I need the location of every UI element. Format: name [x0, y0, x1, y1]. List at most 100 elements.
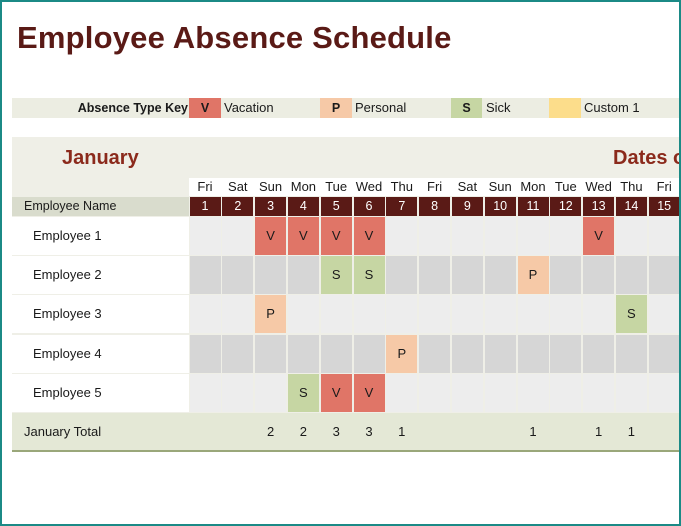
key-swatch-vacation[interactable]: V	[189, 98, 221, 118]
absence-cell[interactable]	[255, 256, 287, 295]
absence-cell[interactable]	[320, 334, 352, 373]
absence-cell[interactable]	[484, 334, 516, 373]
absence-cell[interactable]	[484, 295, 516, 334]
absence-cell[interactable]: V	[320, 217, 352, 255]
absence-cell[interactable]	[189, 295, 221, 334]
employee-name-cell[interactable]: Employee 1	[12, 217, 189, 255]
absence-cell[interactable]	[287, 334, 319, 373]
day-total-cell	[485, 413, 516, 450]
absence-cell[interactable]	[550, 295, 582, 334]
absence-cell[interactable]: S	[615, 295, 647, 334]
absence-cell[interactable]	[648, 217, 679, 255]
absence-cell[interactable]	[550, 373, 582, 412]
absence-cell[interactable]	[451, 256, 483, 295]
absence-cell[interactable]	[484, 217, 516, 255]
key-name-personal: Personal	[355, 100, 407, 115]
absence-cell[interactable]: P	[255, 295, 287, 334]
absence-cell[interactable]	[583, 373, 615, 412]
absence-cell[interactable]	[320, 295, 352, 334]
day-of-week-label: Sat	[228, 179, 248, 194]
absence-cell[interactable]	[386, 295, 418, 334]
absence-cell[interactable]	[451, 217, 483, 255]
absence-cell[interactable]	[648, 295, 679, 334]
absence-cell[interactable]	[222, 256, 254, 295]
absence-cell[interactable]	[451, 334, 483, 373]
date-number-header: 6	[353, 197, 385, 216]
absence-cell[interactable]	[287, 256, 319, 295]
absence-cell[interactable]	[419, 334, 451, 373]
absence-cell[interactable]	[189, 256, 221, 295]
day-of-week-label: Wed	[585, 179, 612, 194]
absence-cell[interactable]: V	[320, 373, 352, 412]
day-total-cell	[222, 413, 253, 450]
absence-cell[interactable]	[451, 373, 483, 412]
absence-cell[interactable]	[615, 256, 647, 295]
absence-cell[interactable]	[255, 373, 287, 412]
absence-cell[interactable]	[386, 256, 418, 295]
absence-cell[interactable]	[419, 217, 451, 255]
absence-cell[interactable]	[386, 217, 418, 255]
absence-cell[interactable]	[222, 217, 254, 255]
absence-cell[interactable]	[222, 295, 254, 334]
absence-cell[interactable]	[451, 295, 483, 334]
absence-cell[interactable]	[615, 217, 647, 255]
date-number-header: 11	[517, 197, 549, 216]
absence-cell[interactable]	[517, 334, 549, 373]
absence-cell[interactable]: V	[583, 217, 615, 255]
day-of-week-label: Tue	[554, 179, 577, 194]
absence-cell[interactable]	[189, 217, 221, 255]
total-divider	[12, 450, 679, 452]
day-of-week-label: Thu	[620, 179, 643, 194]
absence-cell[interactable]	[484, 373, 516, 412]
absence-cell[interactable]: V	[255, 217, 287, 255]
absence-cell[interactable]	[222, 373, 254, 412]
absence-cell[interactable]: V	[287, 217, 319, 255]
absence-type-key: Absence Type Key V Vacation P Personal S…	[12, 98, 679, 118]
absence-cell[interactable]: P	[517, 256, 549, 295]
absence-cell[interactable]	[648, 256, 679, 295]
absence-cell[interactable]	[189, 334, 221, 373]
absence-cell[interactable]	[419, 295, 451, 334]
absence-cell[interactable]	[583, 256, 615, 295]
absence-cell[interactable]	[583, 295, 615, 334]
absence-cell[interactable]: V	[353, 373, 385, 412]
absence-cell[interactable]	[550, 256, 582, 295]
absence-cell[interactable]	[353, 334, 385, 373]
absence-cell[interactable]	[517, 373, 549, 412]
absence-cell[interactable]	[222, 334, 254, 373]
absence-cell[interactable]	[550, 217, 582, 255]
absence-cell[interactable]	[189, 373, 221, 412]
absence-cell[interactable]	[419, 373, 451, 412]
day-total-cell: 2	[299, 424, 307, 439]
absence-cell[interactable]	[517, 217, 549, 255]
employee-name-cell[interactable]: Employee 3	[12, 295, 189, 334]
absence-cell[interactable]	[615, 334, 647, 373]
absence-cell[interactable]	[353, 295, 385, 334]
absence-cell[interactable]: V	[353, 217, 385, 255]
absence-cell[interactable]	[287, 295, 319, 334]
absence-cell[interactable]: S	[320, 256, 352, 295]
absence-cell[interactable]	[615, 373, 647, 412]
absence-cell[interactable]	[419, 256, 451, 295]
absence-cell[interactable]	[550, 334, 582, 373]
employee-name-cell[interactable]: Employee 4	[12, 334, 189, 373]
absence-cell[interactable]: S	[353, 256, 385, 295]
absence-cell[interactable]	[386, 373, 418, 412]
absence-cell[interactable]	[583, 334, 615, 373]
absence-cell[interactable]	[484, 256, 516, 295]
absence-cell[interactable]	[255, 334, 287, 373]
absence-cell[interactable]: S	[287, 373, 319, 412]
day-of-week-label: Mon	[520, 179, 546, 194]
key-swatch-personal[interactable]: P	[320, 98, 352, 118]
employee-name-cell[interactable]: Employee 5	[12, 373, 189, 412]
absence-cell[interactable]	[517, 295, 549, 334]
absence-cell[interactable]: P	[386, 334, 418, 373]
date-number-header: 3	[255, 197, 287, 216]
key-swatch-sick[interactable]: S	[451, 98, 482, 118]
absence-cell[interactable]	[648, 373, 679, 412]
employee-name-cell[interactable]: Employee 2	[12, 256, 189, 295]
absence-cell[interactable]	[648, 334, 679, 373]
day-of-week-label: Thu	[390, 179, 413, 194]
date-number-header: 9	[451, 197, 483, 216]
key-swatch-custom-1[interactable]	[549, 98, 581, 118]
